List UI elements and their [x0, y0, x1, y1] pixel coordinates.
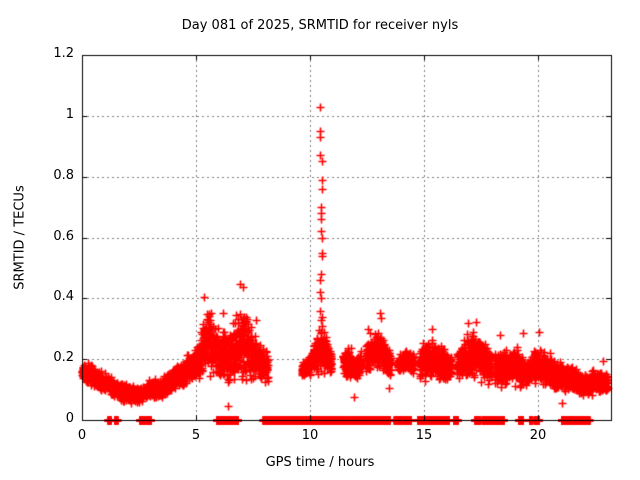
- y-tick-label: 1: [65, 106, 74, 122]
- y-tick-label: 0: [65, 411, 74, 426]
- y-tick-label: 0.4: [53, 289, 74, 305]
- x-tick-label: 0: [77, 428, 87, 443]
- y-tick-label: 0.6: [53, 228, 74, 244]
- y-tick-label: 0.2: [53, 350, 74, 366]
- x-tick-label: 20: [529, 428, 547, 443]
- x-tick-label: 5: [191, 428, 201, 443]
- y-tick-label: 0.8: [53, 167, 74, 183]
- x-axis-label: GPS time / hours: [265, 455, 375, 470]
- x-tick-label: 15: [415, 428, 433, 443]
- chart-title: Day 081 of 2025, SRMTID for receiver nyl…: [181, 18, 459, 33]
- y-tick-label: 1.2: [53, 46, 74, 61]
- x-tick-label: 10: [301, 428, 319, 443]
